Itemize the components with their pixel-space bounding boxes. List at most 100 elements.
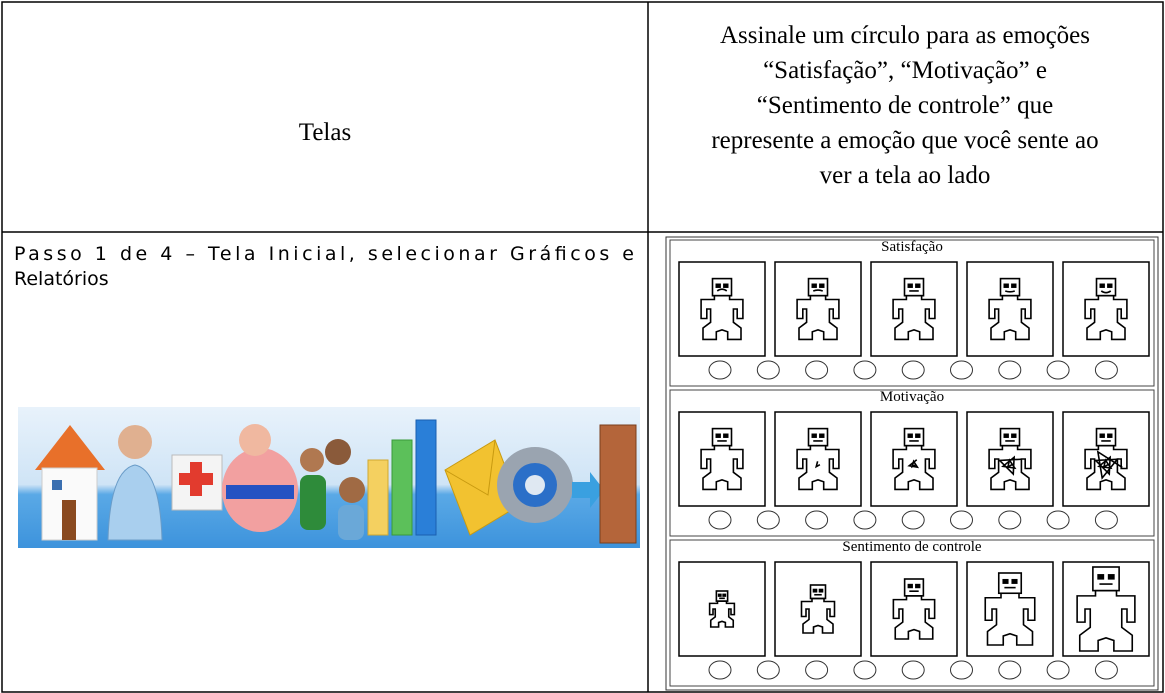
step-text: Passo 1 de 4 – Tela Inicial, selecionar … [14,243,634,290]
manikin-eye [723,283,729,288]
manikin-eye [1107,283,1113,288]
rating-circle[interactable] [756,510,780,530]
manikin-eye [915,583,921,589]
manikin-eye [915,283,921,288]
toolbar-image [18,407,640,548]
section-frame [669,539,1155,687]
rating-circle[interactable] [1094,510,1118,530]
manikin-eye [1097,574,1105,580]
manikin-body [1084,294,1128,341]
figure-box [1062,411,1150,507]
manikin-scribble [907,459,920,469]
manikin-eye [818,588,824,593]
rating-panel: Satisfação Motivação Sentimento de control… [665,236,1159,691]
manikin-body [1084,444,1128,491]
section-frame [669,239,1155,387]
header-line: “Sentimento de controle” que [757,92,1053,119]
manikin-body [1076,589,1136,652]
step-line: Relatórios [14,268,109,290]
rating-section: Satisfação [669,239,1155,387]
rating-circle[interactable] [998,360,1022,380]
rating-circle[interactable] [853,660,877,680]
manikin-eye [1099,283,1105,288]
rating-circle[interactable] [950,510,973,530]
manikin-body [892,294,936,341]
figure-box [774,411,862,507]
rating-circle[interactable] [901,660,925,680]
rating-circle[interactable] [950,360,973,380]
section-title: Motivação [880,389,944,405]
header-cell: Assinale um círculo para as emoções “Sati… [711,22,1098,189]
rating-circle[interactable] [853,510,877,530]
rating-circle[interactable] [708,360,732,380]
figure-box [870,411,958,507]
manikin-eye [907,433,913,438]
manikin-eye [715,433,721,438]
rating-circle[interactable] [1046,360,1070,380]
manikin-eye [1107,433,1113,438]
rating-circle[interactable] [998,510,1022,530]
figure-box [966,561,1054,657]
manikin-eye [1011,578,1018,584]
header-line: represente a emoção que você sente ao [711,127,1098,154]
manikin [700,427,744,491]
manikin [892,277,936,341]
manikin-body [984,592,1036,646]
manikin [988,427,1032,491]
manikin [708,590,736,628]
step-line: Passo 1 de 4 – Tela Inicial, selecionar … [14,243,634,265]
manikin [984,572,1036,646]
rating-circle[interactable] [805,510,829,530]
manikin-mouth [716,288,728,292]
manikin-eye [717,593,722,597]
rating-circle[interactable] [805,360,829,380]
rating-circle[interactable] [756,660,780,680]
figure-box [678,561,766,657]
rating-circle[interactable] [708,510,732,530]
manikin [796,427,840,491]
rating-circle[interactable] [708,660,732,680]
manikin-eye [907,583,913,589]
rating-circle[interactable] [1046,510,1070,530]
figure-box [774,261,862,357]
manikin-eye [1099,433,1105,438]
manikin-eye [1107,574,1115,580]
manikin-eye [1002,578,1009,584]
manikin-eye [1003,283,1009,288]
rating-circle[interactable] [1046,660,1070,680]
manikin-eye [907,283,913,288]
manikin-eye [723,433,729,438]
rating-circle[interactable] [998,660,1022,680]
rating-circle[interactable] [950,660,973,680]
rating-circle[interactable] [853,360,877,380]
manikin-mouth [1100,290,1112,294]
manikin-mouth [1004,290,1016,293]
section-title: Satisfação [881,239,943,255]
header-cell: Telas [299,119,351,146]
manikin-mouth [812,289,824,292]
manikin [700,277,744,341]
manikin-eye [811,433,817,438]
manikin-eye [1011,283,1017,288]
manikin-eye [1003,433,1009,438]
manikin-eye [812,588,818,593]
manikin-eye [722,593,727,597]
rating-circle[interactable] [805,660,829,680]
rating-circle[interactable] [756,360,780,380]
manikin-body [892,595,936,640]
header-line: ver a tela ao lado [820,162,991,189]
rating-circle[interactable] [1094,660,1118,680]
rating-circle[interactable] [1094,360,1118,380]
manikin [1076,566,1136,652]
rating-circle[interactable] [901,510,925,530]
rating-circle[interactable] [901,360,925,380]
figure-box [870,261,958,357]
manikin-eye [819,433,825,438]
figure-box [678,261,766,357]
section-title: Sentimento de controle [842,539,981,555]
manikin-scribble [997,455,1022,476]
manikin-body [700,444,744,491]
manikin-body [988,444,1032,491]
